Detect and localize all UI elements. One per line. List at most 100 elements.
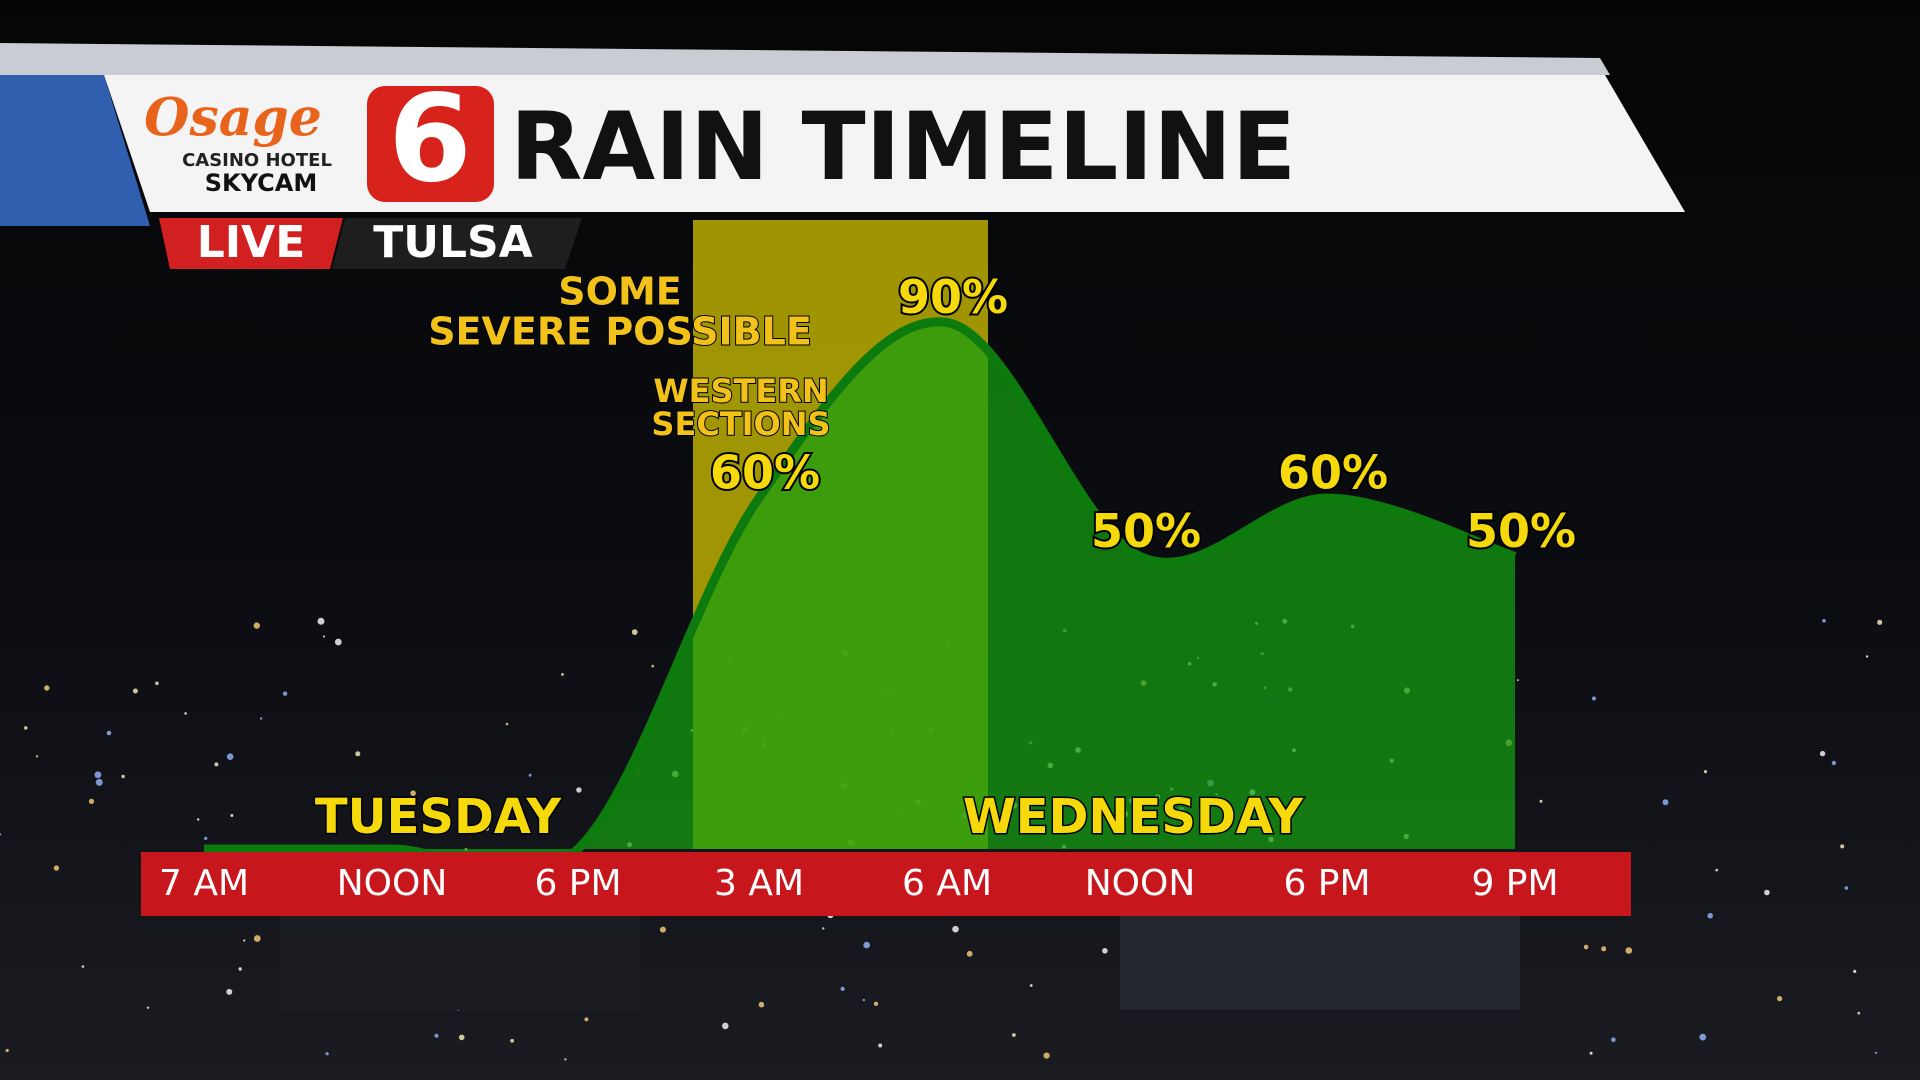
city-light (484, 826, 489, 831)
x-tick-label: 6 PM (534, 863, 621, 904)
city-light (1764, 889, 1770, 896)
city-light (325, 1052, 329, 1056)
city-light (81, 965, 85, 968)
city-light (1516, 679, 1519, 682)
city-light (214, 762, 219, 767)
channel-number: 6 (388, 71, 472, 210)
city-light (952, 925, 959, 933)
city-light (44, 685, 50, 691)
city-light (334, 638, 342, 646)
city-light (197, 818, 200, 821)
city-light (1592, 696, 1596, 701)
city-light (722, 1022, 729, 1030)
city-light (5, 1048, 9, 1053)
city-light (1715, 868, 1719, 872)
city-light (322, 635, 325, 638)
annotation: WESTERN (653, 372, 828, 410)
city-light (873, 1001, 879, 1006)
day-label: WEDNESDAY (963, 789, 1305, 845)
plot: 7 AM NOON 6 PM 3 AM 60% 6 AM 90% NOON 50% 6 PM 60%… (141, 220, 1631, 916)
city-light (35, 755, 39, 758)
city-light (510, 1038, 514, 1043)
city-light (146, 1006, 150, 1009)
city-light (1029, 984, 1033, 987)
city-light (94, 771, 102, 779)
city-light (458, 1034, 465, 1041)
city-light (238, 967, 242, 971)
city-light (528, 773, 532, 777)
city-light (253, 622, 260, 629)
day-label: TUESDAY (315, 789, 562, 845)
city-light (355, 751, 361, 757)
city-light (1611, 1037, 1616, 1042)
city-light (564, 1058, 567, 1061)
city-light (184, 712, 187, 715)
annotation: SEVERE POSSIBLE (428, 310, 812, 354)
x-tick-label: 3 AM (714, 863, 804, 904)
city-light (1583, 944, 1589, 950)
city-light (1853, 969, 1857, 974)
live-badge (159, 218, 343, 269)
city-light (253, 935, 261, 942)
data-label: 60% (710, 446, 820, 500)
data-label: 50% (1091, 504, 1201, 558)
city-light (132, 688, 138, 694)
data-label: 90% (898, 270, 1008, 324)
city-light (1819, 750, 1826, 757)
city-light (1707, 912, 1713, 919)
x-tick-label: NOON (1085, 863, 1196, 904)
city-light (1539, 799, 1543, 803)
city-light (840, 986, 845, 992)
city-light (230, 814, 234, 817)
city-light (862, 998, 865, 1002)
x-tick-label: 6 AM (902, 863, 992, 904)
city-light (822, 927, 825, 930)
building (280, 900, 640, 1010)
chart-title: RAIN TIMELINE (510, 93, 1296, 202)
city-light (226, 988, 233, 995)
city-light (631, 629, 638, 635)
city-light (863, 941, 870, 949)
x-tick-label: 7 AM (159, 863, 249, 904)
city-light (259, 717, 263, 720)
city-light (226, 753, 234, 760)
city-light (1840, 844, 1845, 849)
city-light (1102, 948, 1108, 954)
city-light (282, 691, 288, 696)
city-light (317, 617, 325, 625)
city-light (758, 1001, 765, 1008)
city-light (53, 865, 60, 871)
location-label: TULSA (373, 217, 533, 268)
city-light (1844, 886, 1849, 890)
logo-script: Osage (144, 88, 322, 149)
city-light (1865, 655, 1869, 658)
city-light (0, 833, 2, 836)
city-light (651, 664, 655, 668)
axis-bar (141, 852, 1631, 916)
x-tick-label: 9 PM (1471, 863, 1558, 904)
data-label: 60% (1278, 446, 1388, 500)
city-light (1012, 1033, 1016, 1037)
city-light (584, 1017, 589, 1022)
city-light (1874, 1051, 1878, 1054)
city-light (474, 831, 478, 834)
live-label: LIVE (197, 217, 306, 268)
city-light (1625, 947, 1633, 954)
city-light (1877, 619, 1883, 625)
data-label: 50% (1466, 504, 1576, 558)
channel-logo (367, 86, 494, 202)
city-light (95, 778, 103, 786)
city-light (1699, 1033, 1707, 1041)
city-light (434, 1033, 439, 1038)
city-light (1703, 770, 1708, 774)
annotation: SOME (558, 270, 681, 314)
city-light (505, 722, 509, 726)
annotation: SECTIONS (651, 405, 830, 443)
city-light (204, 836, 208, 841)
banner-blue (0, 75, 150, 226)
city-light (966, 950, 973, 957)
city-light (155, 681, 159, 686)
city-light (659, 926, 666, 933)
city-light (106, 730, 112, 736)
